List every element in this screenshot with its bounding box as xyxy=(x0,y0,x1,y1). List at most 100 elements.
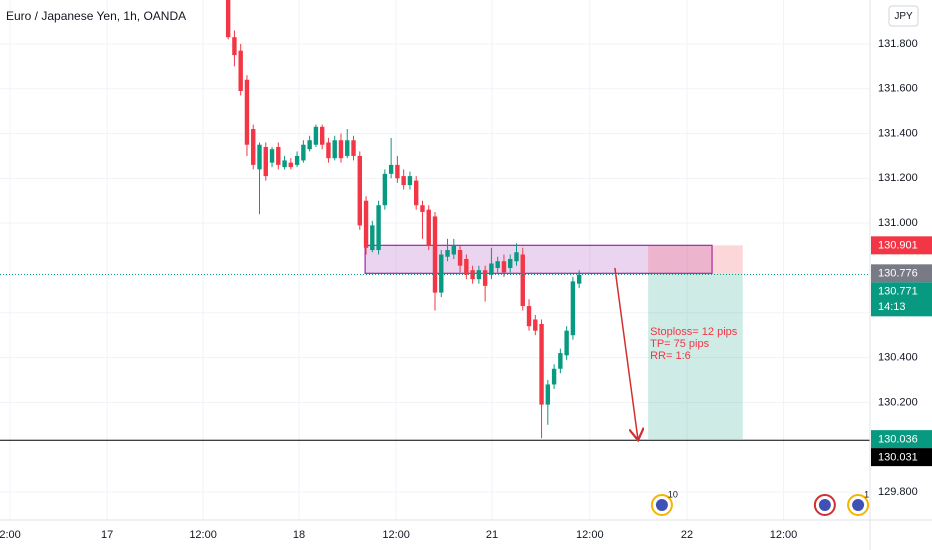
candle-body xyxy=(326,142,331,159)
x-tick-label: 12:00 xyxy=(770,529,798,541)
candle-body xyxy=(232,37,237,56)
countdown: 14:13 xyxy=(878,301,906,313)
candle-body xyxy=(407,176,413,186)
candle-body xyxy=(332,140,337,159)
candle-body xyxy=(357,155,362,226)
y-tick-label: 131.800 xyxy=(878,38,918,50)
candle-body xyxy=(489,263,494,275)
candle-body xyxy=(545,384,551,405)
candle-body xyxy=(257,144,262,170)
y-tick-label: 130.200 xyxy=(878,396,918,408)
annotation: Stoploss= 12 pips xyxy=(650,326,738,338)
candle-body xyxy=(351,140,356,156)
candle-body xyxy=(508,258,513,268)
candle-body xyxy=(439,254,444,293)
currency[interactable]: JPY xyxy=(894,11,913,22)
candle-body xyxy=(551,368,557,385)
candle-body xyxy=(313,126,319,145)
event-icon-inner xyxy=(818,499,831,511)
candle-body xyxy=(363,200,369,248)
candle-body xyxy=(251,129,256,165)
event-count: 10 xyxy=(668,489,678,499)
currency-button[interactable] xyxy=(888,5,919,27)
y-tick-label: 131.200 xyxy=(878,172,918,184)
x-tick-label: 12:00 xyxy=(189,529,217,541)
candle-body xyxy=(269,149,275,163)
x-tick-label: 2:00 xyxy=(0,529,21,541)
candle-body xyxy=(238,50,243,91)
candle-body xyxy=(370,225,375,251)
price-marker-label: 130.031 xyxy=(878,452,918,464)
event-count: 10 xyxy=(864,489,874,499)
candle-body xyxy=(263,146,268,177)
candle-body xyxy=(495,261,500,268)
candle-body xyxy=(539,323,544,405)
stop-area xyxy=(648,245,743,274)
axes: 129.800130.200130.400130.600131.000131.2… xyxy=(0,38,932,541)
supply-zone xyxy=(364,244,713,274)
event-icon-inner xyxy=(655,499,668,511)
candle-body xyxy=(476,270,482,280)
price-marker xyxy=(871,236,932,255)
candle-body xyxy=(345,140,350,156)
y-tick-label: 131.600 xyxy=(878,83,918,95)
y-tick-label: 129.800 xyxy=(878,486,918,498)
candle-body xyxy=(576,274,582,284)
candle-body xyxy=(338,140,344,159)
candle-body xyxy=(319,126,325,145)
price-marker-label: 130.771 xyxy=(878,286,918,298)
candle-body xyxy=(526,306,532,327)
candle-body xyxy=(426,209,431,246)
x-tick-label: 21 xyxy=(486,529,498,541)
grid xyxy=(0,0,870,520)
candle-body xyxy=(514,252,519,262)
candle-body xyxy=(464,258,469,275)
candle-body xyxy=(558,353,563,369)
candle-body xyxy=(276,146,281,165)
y-tick-label: 130.400 xyxy=(878,351,918,363)
target-area xyxy=(648,273,743,440)
candle-body xyxy=(244,79,250,145)
candle-body xyxy=(282,160,287,168)
x-tick-label: 12:00 xyxy=(382,529,410,541)
candle-body xyxy=(445,250,450,257)
chart-title: Euro / Japanese Yen, 1h, OANDA xyxy=(6,9,186,23)
price-marker xyxy=(871,282,932,317)
price-marker-label: 130.776 xyxy=(878,268,918,280)
candle-body xyxy=(570,281,576,336)
annotation: RR= 1:6 xyxy=(650,350,691,362)
candle-body xyxy=(401,176,406,186)
price-marker xyxy=(871,264,932,283)
price-marker-label: 130.901 xyxy=(878,240,918,252)
candle-body xyxy=(307,140,312,150)
arrow xyxy=(614,267,638,440)
x-tick-label: 18 xyxy=(293,529,305,541)
candle-body xyxy=(301,144,306,161)
candle-body xyxy=(470,270,475,280)
annotation: TP= 75 pips xyxy=(650,338,710,350)
candle-body xyxy=(376,205,381,251)
x-tick-label: 17 xyxy=(101,529,113,541)
candle-body xyxy=(501,261,507,273)
y-tick-label: 131.000 xyxy=(878,217,918,229)
candle-body xyxy=(225,0,231,38)
price-marker xyxy=(871,448,932,467)
candle-body xyxy=(294,155,300,165)
candle-body xyxy=(520,254,525,307)
candle-body xyxy=(288,162,294,168)
price-marker xyxy=(871,430,932,449)
candle-body xyxy=(482,270,488,286)
x-tick-label: 12:00 xyxy=(576,529,604,541)
candle-body xyxy=(420,205,425,212)
candle-body xyxy=(413,180,419,206)
candle-body xyxy=(457,250,463,266)
x-tick-label: 22 xyxy=(681,529,693,541)
price-marker-label: 130.036 xyxy=(878,434,918,446)
candle-body xyxy=(382,173,388,206)
candle-body xyxy=(451,245,457,255)
candle-body xyxy=(432,216,438,293)
candle-body xyxy=(564,330,569,356)
candle-body xyxy=(388,164,394,174)
